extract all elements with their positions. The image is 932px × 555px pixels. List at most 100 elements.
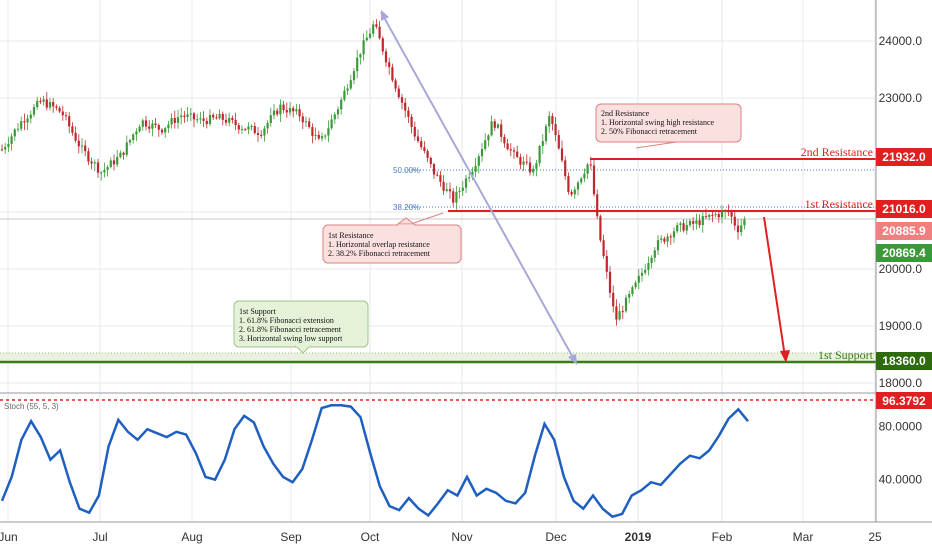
candle-body (74, 132, 77, 141)
candle-body (263, 128, 266, 136)
candle-body (493, 121, 496, 128)
candle-body (503, 136, 506, 144)
candle-body (330, 119, 333, 129)
candle-body (164, 128, 167, 133)
candle-body (196, 119, 199, 121)
candle-body (522, 161, 525, 165)
candle-body (132, 134, 135, 141)
time-tick-label: Sep (280, 530, 302, 544)
candle-body (500, 124, 503, 137)
candle-body (173, 118, 176, 123)
time-tick-label: Oct (361, 530, 380, 544)
candle-body (400, 97, 404, 103)
candle-body (192, 113, 196, 120)
svg-text:21932.0: 21932.0 (882, 150, 926, 164)
candle-body (365, 37, 368, 41)
candle-body (144, 120, 148, 127)
time-tick-label: Mar (793, 530, 814, 544)
candle-body (10, 136, 13, 144)
candle-body (519, 156, 522, 165)
projection-arrow-red (763, 216, 786, 358)
candle-body (176, 117, 180, 123)
candle-body (349, 80, 352, 89)
candle-body (397, 88, 400, 98)
annotation-first-support-line1: 1. 61.8% Fibonacci extension (239, 316, 334, 325)
svg-text:20885.9: 20885.9 (882, 224, 926, 238)
candle-body (410, 116, 413, 127)
stoch-indicator-label[interactable]: Stoch (55, 5, 3) (4, 402, 59, 411)
candle-body (423, 147, 426, 152)
candle-body (16, 128, 20, 130)
candle-body (272, 110, 276, 116)
candle-body (288, 108, 292, 113)
candle-body (586, 164, 589, 174)
candle-body (71, 126, 74, 133)
candle-body (7, 143, 10, 148)
candle-body (228, 117, 231, 123)
svg-text:96.3792: 96.3792 (882, 394, 926, 408)
candle-body (282, 104, 285, 111)
candle-body (96, 162, 100, 173)
candle-body (20, 121, 23, 129)
candle-body (112, 160, 116, 165)
candle-body (740, 225, 743, 233)
candle-body (260, 134, 263, 136)
candle-body (119, 152, 122, 158)
level-lines (0, 158, 876, 401)
second-resistance-label: 2nd Resistance (801, 145, 873, 159)
candle-body (93, 162, 96, 164)
red-arrow-head (780, 350, 790, 363)
time-tick-label: 25 (868, 530, 882, 544)
candle-body (4, 147, 7, 150)
candle-body (279, 104, 282, 115)
annotation-first-support[interactable]: 1st Support 1. 61.8% Fibonacci extension… (233, 300, 369, 354)
candle-body (724, 211, 727, 213)
grid-lines (0, 0, 876, 522)
candle-body (141, 120, 144, 127)
candle-body (324, 135, 327, 137)
candle-body (122, 152, 125, 155)
candle-body (426, 151, 429, 158)
projection-arrows (380, 10, 790, 365)
annotation-second-resistance[interactable]: 2nd Resistance 1. Horizontal swing high … (595, 103, 742, 149)
candle-body (685, 224, 688, 231)
candle-body (106, 167, 109, 170)
annotation-first-support-line3: 3. Horizontal swing low support (239, 334, 343, 343)
candle-body (68, 116, 71, 127)
candle-body (317, 134, 320, 139)
candle-body (692, 220, 695, 224)
candle-body (378, 26, 381, 39)
candle-body (29, 114, 32, 119)
candle-body (42, 99, 45, 102)
candle-body (669, 236, 672, 238)
annotation-first-resistance[interactable]: 1st Resistance 1. Horizontal overlap res… (322, 212, 462, 264)
time-tick-label: Nov (451, 530, 472, 544)
candle-body (26, 118, 29, 123)
price-tick-label: 19000.0 (879, 319, 923, 333)
time-axis[interactable]: Jun Jul Aug Sep Oct Nov Dec 2019 Feb Mar 25 (0, 530, 882, 544)
candle-body (320, 136, 324, 139)
candle-body (314, 134, 317, 136)
candle-body (458, 190, 461, 192)
candle-body (688, 220, 692, 225)
candle-body (55, 106, 58, 108)
stoch-line (0, 404, 749, 519)
candle-body (698, 220, 701, 226)
candle-body (676, 225, 679, 232)
candle-body (432, 164, 436, 175)
candle-body (138, 126, 141, 132)
candle-body (474, 165, 477, 172)
candle-body (0, 149, 4, 151)
candle-body (455, 191, 458, 203)
candle-body (356, 57, 359, 72)
candle-body (170, 118, 173, 125)
candle-body (80, 145, 84, 147)
candle-body (484, 140, 487, 150)
time-tick-label: Jul (92, 530, 107, 544)
stoch-tick-label: 40.0000 (879, 473, 923, 487)
candle-body (125, 142, 128, 155)
candle-body (90, 161, 93, 164)
candle-body (480, 149, 484, 157)
candle-body (442, 181, 445, 191)
